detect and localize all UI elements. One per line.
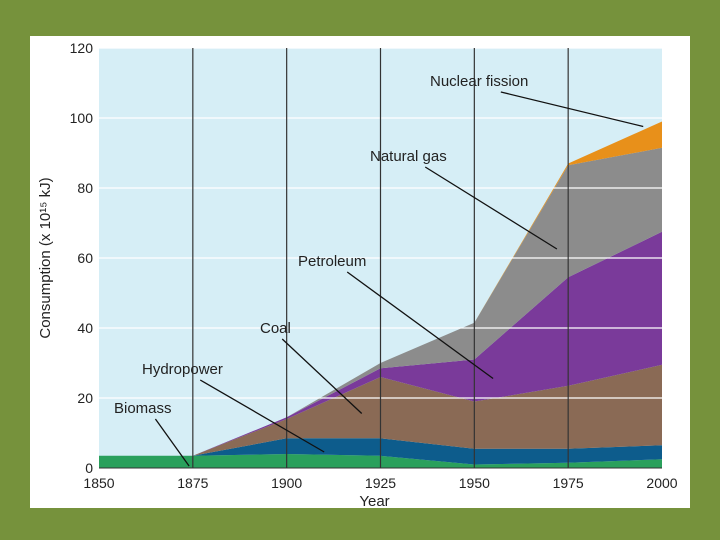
annotation-natural-gas: Natural gas [370, 148, 447, 165]
annotation-line [346, 271, 494, 380]
annotation-lines [154, 91, 644, 467]
annotation-line [281, 338, 363, 414]
x-tick-label: 1975 [553, 475, 584, 491]
x-tick-label: 2000 [646, 475, 677, 491]
area-natural-gas [99, 147, 662, 456]
x-tick-label: 1950 [459, 475, 490, 491]
x-axis-ticks: 1850 1875 1900 1925 1950 1975 2000 [83, 475, 677, 491]
y-axis-label: Consumption (x 10¹⁵ kJ) [37, 177, 54, 338]
annotation-line [154, 418, 190, 467]
y-tick-label: 20 [77, 390, 93, 406]
area-nuclear-fission [99, 121, 662, 456]
chart-card: Nuclear fission Natural gas Petroleum Coal H… [30, 36, 690, 510]
annotation-nuclear-fission: Nuclear fission [430, 73, 528, 90]
energy-consumption-chart: Nuclear fission Natural gas Petroleum Coal H… [37, 40, 678, 510]
y-tick-label: 0 [85, 460, 93, 476]
y-tick-label: 120 [70, 40, 94, 56]
annotation-line [500, 91, 644, 128]
annotation-coal: Coal [260, 320, 291, 337]
x-tick-label: 1850 [83, 475, 114, 491]
annotation-hydropower: Hydropower [142, 361, 223, 378]
y-tick-label: 60 [77, 250, 93, 266]
y-tick-label: 40 [77, 320, 93, 336]
area-petroleum [99, 231, 662, 456]
annotation-biomass: Biomass [114, 400, 172, 417]
annotation-labels: Nuclear fission Natural gas Petroleum Coal H… [114, 73, 528, 417]
grid-lines [99, 47, 662, 469]
annotation-line [199, 379, 325, 453]
x-tick-label: 1900 [271, 475, 302, 491]
x-tick-label: 1925 [365, 475, 396, 491]
y-tick-label: 80 [77, 180, 93, 196]
x-tick-label: 1875 [177, 475, 208, 491]
y-tick-label: 100 [70, 110, 94, 126]
annotation-line [424, 166, 558, 250]
y-axis-ticks: 0 20 40 60 80 100 120 [70, 40, 94, 476]
x-axis-label: Year [359, 493, 389, 508]
annotation-petroleum: Petroleum [298, 253, 366, 270]
